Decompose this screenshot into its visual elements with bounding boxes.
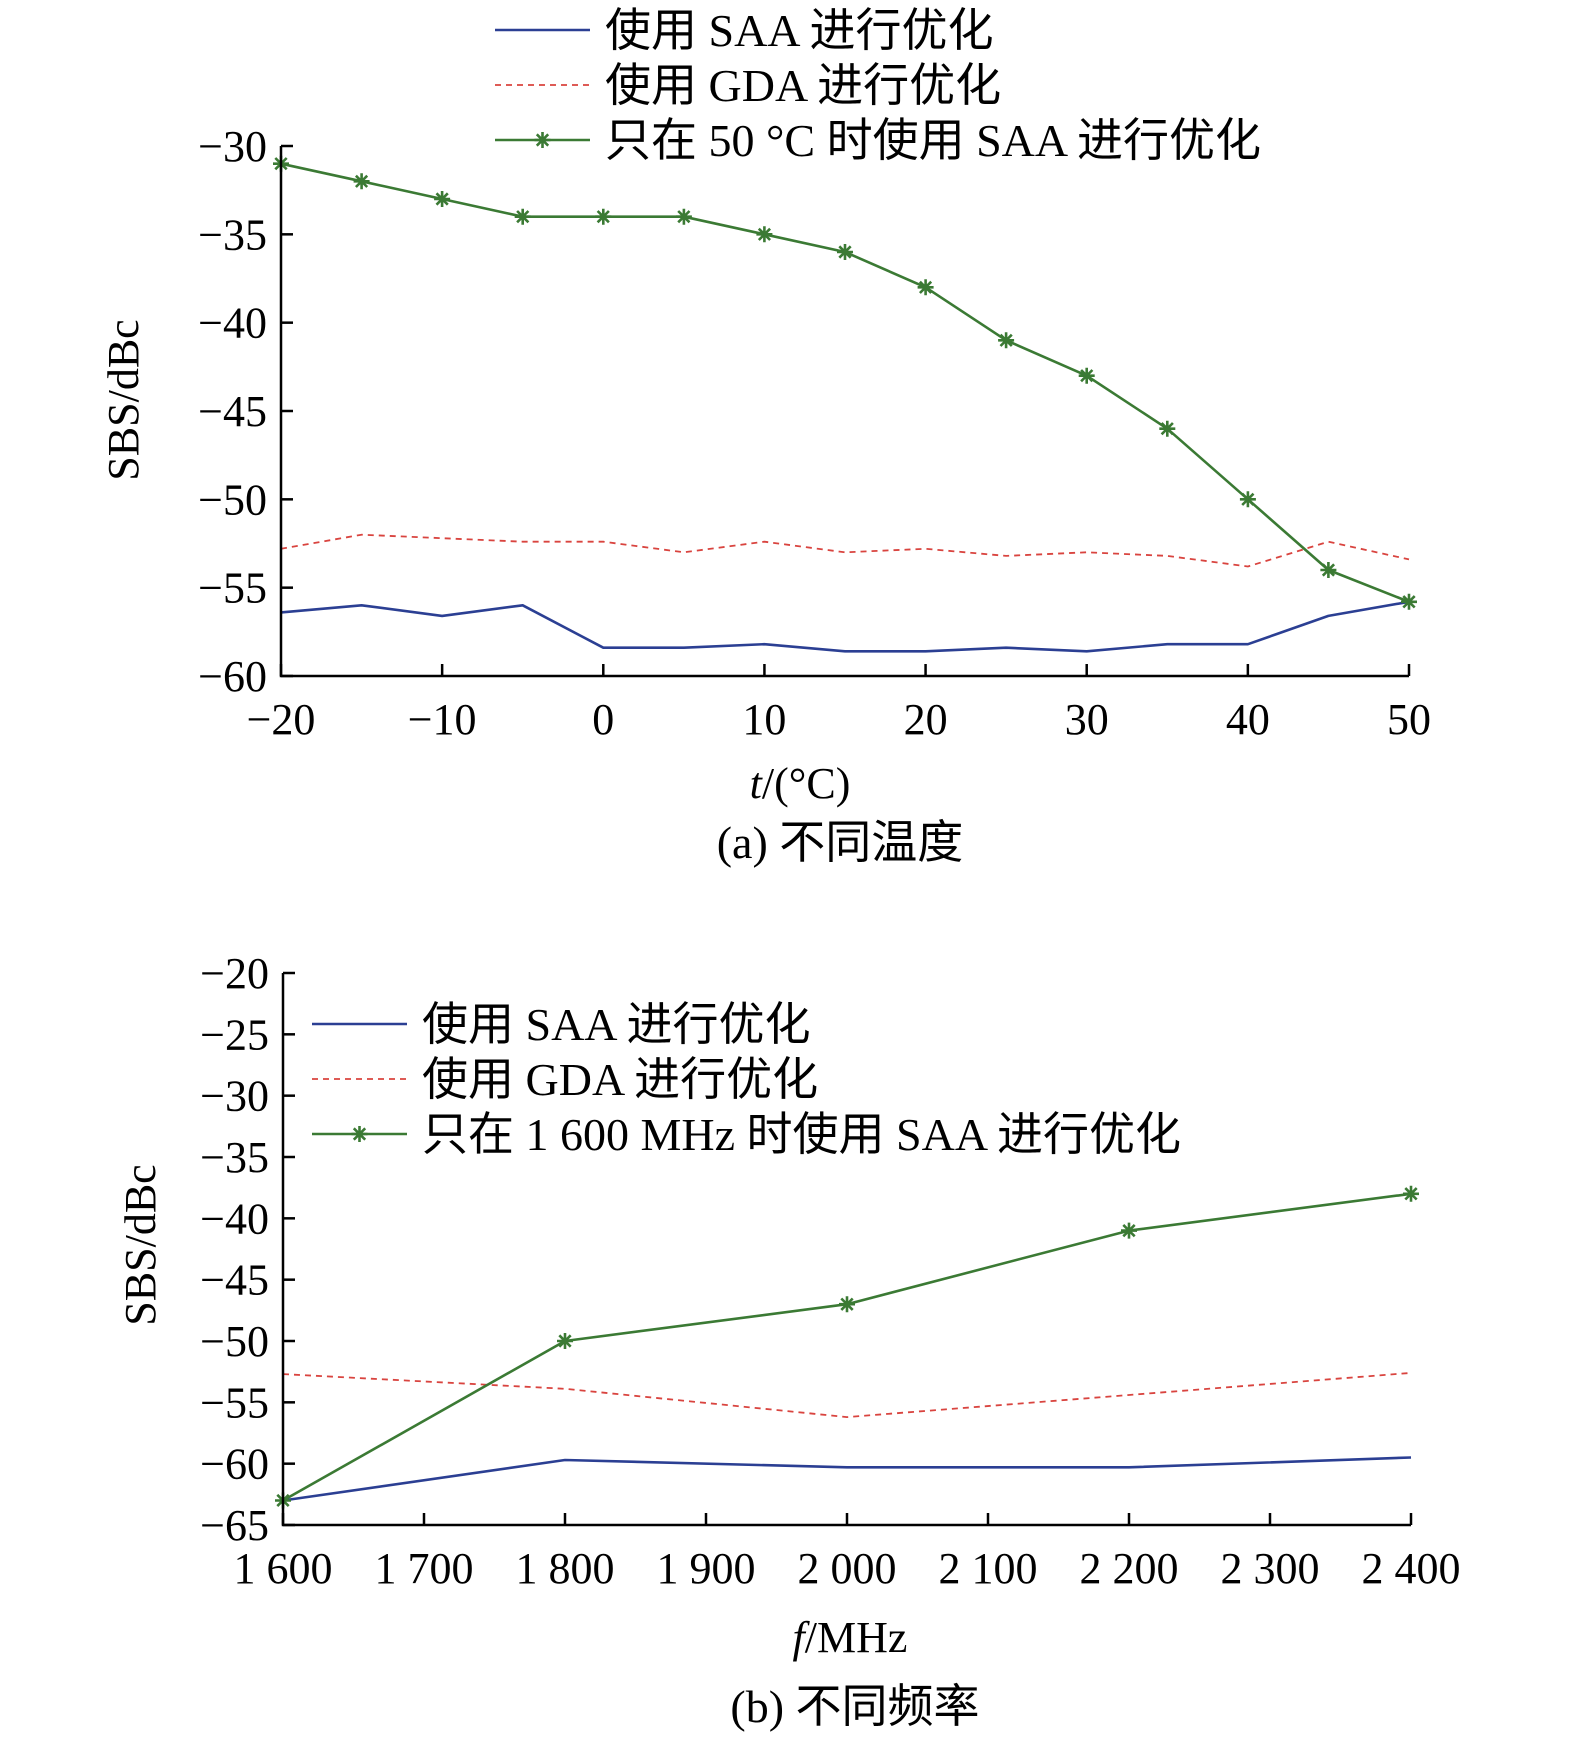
chart-a-series-2-point xyxy=(917,279,934,296)
chart-b-series-2-line xyxy=(282,1192,1412,1502)
chart-a-xtick-label: 10 xyxy=(742,695,786,744)
chart-a-series-2-point xyxy=(353,173,370,190)
chart-b-xtick-label: 2 400 xyxy=(1362,1544,1461,1593)
chart-b-legend-marker-2 xyxy=(351,1126,368,1142)
chart-a-ytick-label: −50 xyxy=(198,475,267,524)
chart-a-xtick-label: 20 xyxy=(904,695,948,744)
chart-b-series-2-point xyxy=(557,1333,573,1349)
chart-a-xtick-label: 40 xyxy=(1226,695,1270,744)
chart-b-xtick-label: 1 700 xyxy=(375,1544,474,1593)
chart-a-series-2-point xyxy=(514,208,531,225)
chart-a-xtick-label: −20 xyxy=(247,695,316,744)
chart-b-legend-label-1: 使用 GDA 进行优化 xyxy=(422,1054,818,1105)
chart-b-caption: (b) 不同频率 xyxy=(730,1681,979,1732)
chart-b-series-2-point xyxy=(1403,1185,1419,1202)
chart-b-xtick-label: 1 800 xyxy=(516,1544,615,1593)
chart-b-ylabel: SBS/dBc xyxy=(116,1164,165,1325)
chart-a-axis-lines xyxy=(279,146,1409,678)
chart-a-series-2-point xyxy=(595,208,612,225)
chart-b: −20 −25 −30 −35 −40 −45 −50 −55 −60 −651 600 1 700… xyxy=(116,949,1461,1732)
chart-b-ytick-label: −40 xyxy=(200,1194,269,1243)
chart-b-ytick-label: −30 xyxy=(200,1072,269,1121)
chart-a-series-2-point xyxy=(675,208,692,225)
chart-b-ytick-label: −20 xyxy=(200,949,269,998)
chart-a-legend-label-0: 使用 SAA 进行优化 xyxy=(605,5,993,56)
chart-b-ytick-label: −55 xyxy=(200,1378,269,1427)
chart-a-ytick-label: −30 xyxy=(198,122,267,171)
chart-a-series xyxy=(273,155,1417,653)
chart-a-legend-marker-2 xyxy=(534,132,551,148)
chart-a-series-2-line xyxy=(280,162,1410,604)
chart-b-legend-label-2: 只在 1 600 MHz 时使用 SAA 进行优化 xyxy=(422,1109,1181,1160)
chart-a-series-2-point xyxy=(756,226,773,243)
chart-a-series-0-line xyxy=(280,600,1410,653)
chart-a-caption: (a) 不同温度 xyxy=(717,817,964,868)
chart-a-ytick-label: −35 xyxy=(198,210,267,259)
chart-b-series xyxy=(275,1185,1419,1509)
chart-a-series-2-point xyxy=(998,332,1015,349)
chart-a-series-2-point xyxy=(1401,593,1417,610)
chart-b-ytick-label: −60 xyxy=(200,1440,269,1489)
chart-a-legend-label-2: 只在 50 °C 时使用 SAA 进行优化 xyxy=(605,115,1261,166)
chart-a: −30 −35 −40 −45 −50 −55 −60−20 −10 0 10 20 30 40 50 使… xyxy=(99,5,1431,868)
chart-a-xtick-label: −10 xyxy=(408,695,477,744)
chart-a-axes: −30 −35 −40 −45 −50 −55 −60−20 −10 0 10 20 30 40 50 xyxy=(198,122,1431,744)
chart-a-series-1-line xyxy=(280,533,1410,568)
chart-b-axes: −20 −25 −30 −35 −40 −45 −50 −55 −60 −651 600 1 700… xyxy=(200,949,1460,1593)
chart-b-xtick-label: 1 900 xyxy=(657,1544,756,1593)
chart-a-legend-label-1: 使用 GDA 进行优化 xyxy=(605,60,1001,111)
chart-b-xtick-label: 2 100 xyxy=(939,1544,1038,1593)
chart-b-ytick-label: −50 xyxy=(200,1317,269,1366)
chart-b-xtick-label: 1 600 xyxy=(234,1544,333,1593)
chart-a-xtick-label: 0 xyxy=(592,695,614,744)
chart-b-ytick-label: −45 xyxy=(200,1256,269,1305)
chart-b-xtick-label: 2 000 xyxy=(798,1544,897,1593)
chart-b-ytick-label: −65 xyxy=(200,1501,269,1550)
chart-b-ytick-label: −25 xyxy=(200,1010,269,1059)
chart-a-series-2-point xyxy=(1320,562,1337,578)
chart-a-xlabel: t/(°C) xyxy=(750,759,851,808)
chart-a-ytick-label: −40 xyxy=(198,299,267,348)
chart-a-ytick-label: −45 xyxy=(198,387,267,436)
chart-b-xlabel: f/MHz xyxy=(793,1613,908,1662)
chart-a-series-2-point xyxy=(1078,367,1095,384)
chart-a-series-2-point xyxy=(1239,491,1256,508)
chart-b-series-0-line xyxy=(282,1456,1412,1502)
chart-a-ytick-label: −55 xyxy=(198,564,267,613)
chart-b-series-2-point xyxy=(1121,1222,1137,1239)
chart-a-series-2-point xyxy=(837,244,853,260)
chart-b-ytick-label: −35 xyxy=(200,1133,269,1182)
chart-a-xtick-label: 50 xyxy=(1387,695,1431,744)
chart-a-xtick-label: 30 xyxy=(1065,695,1109,744)
chart-b-xtick-label: 2 300 xyxy=(1221,1544,1320,1593)
chart-a-ylabel: SBS/dBc xyxy=(99,319,148,480)
chart-a-series-2-point xyxy=(434,191,451,207)
chart-b-series-2-point xyxy=(839,1296,855,1313)
chart-a-series-2-point xyxy=(1159,420,1176,437)
chart-b-legend-label-0: 使用 SAA 进行优化 xyxy=(422,999,810,1050)
chart-a-ytick-label: −60 xyxy=(198,652,267,701)
chart-b-xtick-label: 2 200 xyxy=(1080,1544,1179,1593)
chart-b-series-1-line xyxy=(282,1372,1412,1418)
